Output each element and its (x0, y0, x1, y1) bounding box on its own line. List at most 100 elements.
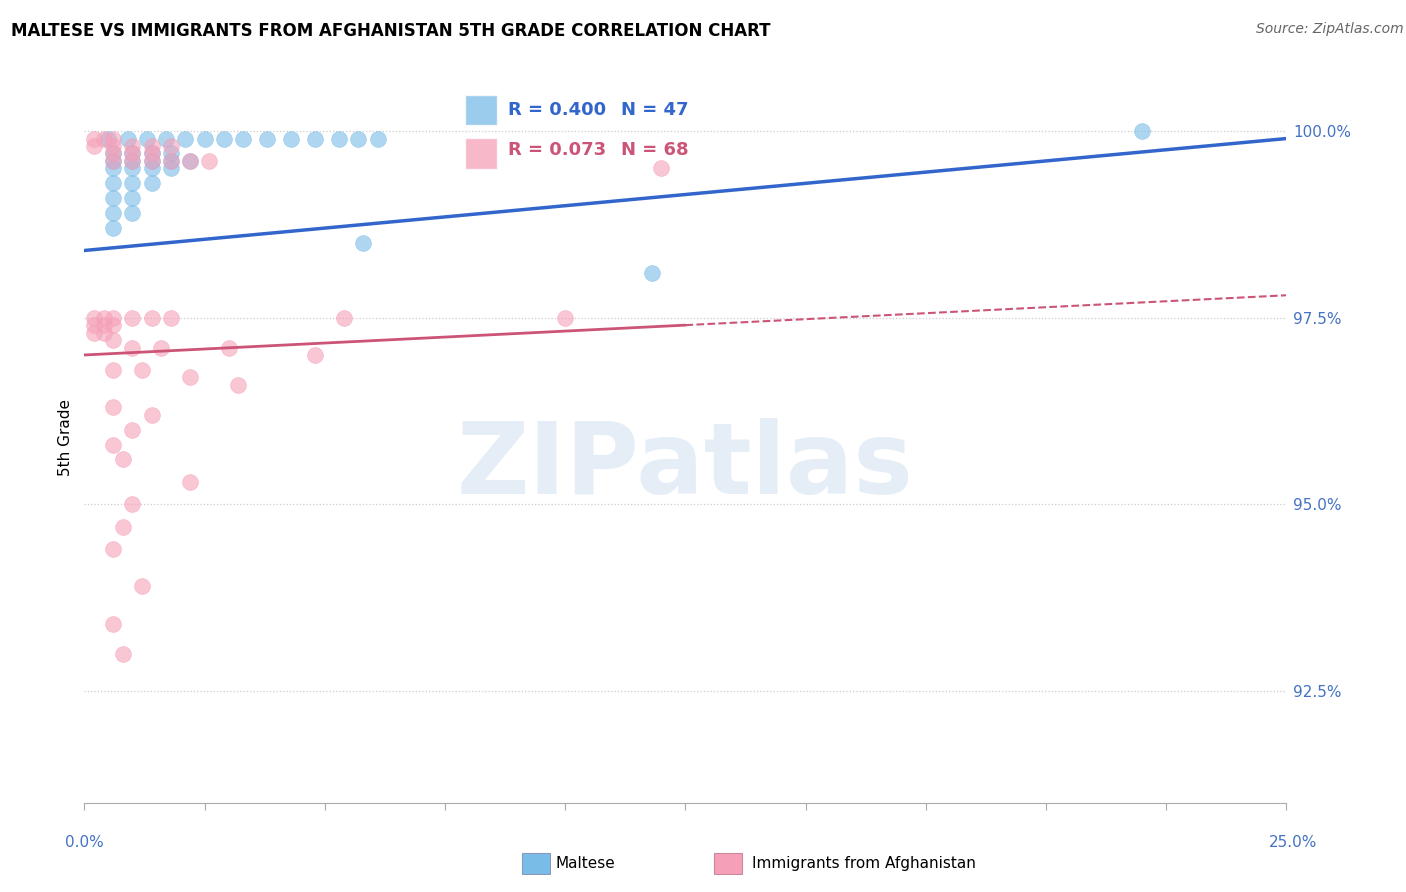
Point (135, 131, 157, 145)
Point (103, 616, 125, 631)
Point (280, 131, 302, 145)
Text: 25.0%: 25.0% (1270, 836, 1317, 850)
Point (212, 131, 235, 145)
Point (103, 139, 125, 153)
Point (83, 318, 105, 332)
Point (650, 161, 672, 176)
Text: R = 0.073: R = 0.073 (508, 141, 606, 159)
Point (111, 452, 134, 467)
Point (121, 146, 143, 161)
Point (121, 423, 143, 437)
Point (103, 153, 125, 168)
Point (328, 131, 350, 145)
Point (103, 401, 125, 415)
Point (347, 131, 370, 145)
Point (554, 310, 576, 325)
Point (198, 153, 221, 168)
Y-axis label: 5th Grade: 5th Grade (58, 399, 73, 475)
Point (333, 310, 356, 325)
Point (103, 333, 125, 347)
Point (121, 310, 143, 325)
Point (174, 131, 197, 145)
Point (1130, 124, 1153, 138)
Point (93, 318, 115, 332)
Point (121, 497, 143, 511)
Point (141, 161, 163, 176)
Point (150, 341, 173, 355)
Point (111, 647, 134, 661)
Point (93, 310, 115, 325)
Point (97, 131, 120, 145)
Text: N = 68: N = 68 (621, 141, 689, 159)
Text: R = 0.400: R = 0.400 (508, 101, 606, 119)
Point (194, 131, 217, 145)
Point (103, 177, 125, 191)
Point (141, 153, 163, 168)
Point (256, 131, 278, 145)
Point (121, 139, 143, 153)
Point (304, 131, 326, 145)
Point (641, 266, 664, 280)
Point (226, 377, 249, 392)
Point (160, 161, 183, 176)
Point (103, 437, 125, 451)
Point (121, 153, 143, 168)
Point (103, 542, 125, 557)
Point (103, 310, 125, 325)
Point (367, 131, 389, 145)
Point (93, 131, 115, 145)
Point (141, 408, 163, 422)
Point (141, 146, 163, 161)
Point (179, 153, 201, 168)
Point (179, 475, 201, 489)
Point (111, 519, 134, 533)
Point (121, 146, 143, 161)
Text: N = 47: N = 47 (621, 101, 689, 119)
Point (103, 153, 125, 168)
Point (141, 177, 163, 191)
Point (131, 579, 153, 593)
Point (103, 161, 125, 176)
Point (352, 235, 374, 250)
Point (141, 310, 163, 325)
Point (121, 341, 143, 355)
Point (160, 139, 183, 153)
Text: ZIPatlas: ZIPatlas (457, 417, 914, 515)
Point (121, 191, 143, 205)
Point (304, 348, 326, 362)
Bar (464, 138, 498, 169)
Point (160, 310, 183, 325)
Point (83, 131, 105, 145)
Point (155, 131, 177, 145)
Point (103, 191, 125, 205)
Point (232, 131, 254, 145)
Point (103, 206, 125, 220)
Text: Source: ZipAtlas.com: Source: ZipAtlas.com (1256, 22, 1403, 37)
Point (179, 370, 201, 384)
Point (160, 153, 183, 168)
Point (83, 326, 105, 340)
Point (117, 131, 139, 145)
Point (160, 153, 183, 168)
Text: 0.0%: 0.0% (65, 836, 104, 850)
Point (131, 363, 153, 377)
Point (103, 363, 125, 377)
Point (179, 153, 201, 168)
Text: MALTESE VS IMMIGRANTS FROM AFGHANISTAN 5TH GRADE CORRELATION CHART: MALTESE VS IMMIGRANTS FROM AFGHANISTAN 5… (11, 22, 770, 40)
Point (121, 177, 143, 191)
Point (103, 131, 125, 145)
Point (121, 153, 143, 168)
Point (93, 326, 115, 340)
Point (141, 139, 163, 153)
Point (103, 146, 125, 161)
Point (103, 146, 125, 161)
Point (218, 341, 240, 355)
Point (103, 318, 125, 332)
Point (141, 146, 163, 161)
Point (83, 310, 105, 325)
Point (103, 221, 125, 235)
Point (121, 161, 143, 176)
Text: Maltese: Maltese (555, 856, 614, 871)
Point (121, 206, 143, 220)
Point (141, 153, 163, 168)
